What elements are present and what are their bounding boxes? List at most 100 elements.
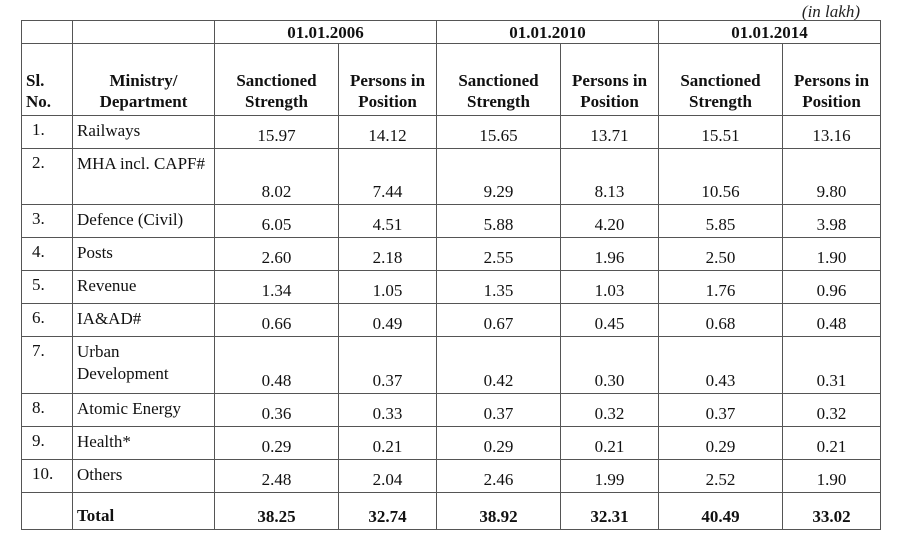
row-serial: 5. xyxy=(21,270,73,305)
row-ministry: Atomic Energy xyxy=(72,392,215,427)
row-serial: 9. xyxy=(21,425,73,460)
row-value: 0.68 xyxy=(658,303,783,338)
row-serial: 7. xyxy=(21,336,73,394)
row-value: 0.37 xyxy=(436,392,561,427)
row-value: 0.37 xyxy=(658,392,783,427)
table-row: 7. Urban Development 0.48 0.37 0.42 0.30 0.43 0… xyxy=(21,336,881,394)
total-label: Total xyxy=(72,491,215,531)
header-blank-ministry xyxy=(72,20,215,44)
row-value: 8.02 xyxy=(214,147,339,206)
row-value: 1.96 xyxy=(560,237,659,272)
row-value: 0.33 xyxy=(338,392,437,427)
total-value: 32.74 xyxy=(338,491,437,531)
row-value: 0.31 xyxy=(782,336,881,394)
row-value: 1.34 xyxy=(214,270,339,305)
header-sl-no: Sl. No. xyxy=(21,43,73,116)
header-persons-2006: Persons in Position xyxy=(338,43,437,116)
row-ministry: Health* xyxy=(72,425,215,460)
row-value: 6.05 xyxy=(214,204,339,239)
row-value: 2.46 xyxy=(436,458,561,493)
row-value: 0.32 xyxy=(782,392,881,427)
row-value: 2.04 xyxy=(338,458,437,493)
row-value: 0.32 xyxy=(560,392,659,427)
total-value: 38.92 xyxy=(436,491,561,531)
row-value: 0.29 xyxy=(214,425,339,460)
row-value: 2.60 xyxy=(214,237,339,272)
row-ministry: Others xyxy=(72,458,215,493)
row-serial: 4. xyxy=(21,237,73,272)
row-value: 0.45 xyxy=(560,303,659,338)
table-row: 8. Atomic Energy 0.36 0.33 0.37 0.32 0.37 0.32 xyxy=(21,392,881,427)
row-value: 1.35 xyxy=(436,270,561,305)
cropped-title-fragment xyxy=(330,0,530,4)
row-value: 0.21 xyxy=(560,425,659,460)
header-persons-2010: Persons in Position xyxy=(560,43,659,116)
header-sanctioned-2010: Sanctioned Strength xyxy=(436,43,561,116)
row-value: 2.50 xyxy=(658,237,783,272)
header-persons-2014: Persons in Position xyxy=(782,43,881,116)
row-value: 1.05 xyxy=(338,270,437,305)
row-value: 0.49 xyxy=(338,303,437,338)
row-ministry: Posts xyxy=(72,237,215,272)
row-value: 2.52 xyxy=(658,458,783,493)
row-ministry: Defence (Civil) xyxy=(72,204,215,239)
row-value: 0.29 xyxy=(658,425,783,460)
row-value: 10.56 xyxy=(658,147,783,206)
row-value: 0.21 xyxy=(782,425,881,460)
header-date-2014: 01.01.2014 xyxy=(658,20,881,44)
row-value: 0.30 xyxy=(560,336,659,394)
row-value: 15.65 xyxy=(436,115,561,149)
row-value: 0.21 xyxy=(338,425,437,460)
total-row: Total 38.25 32.74 38.92 32.31 40.49 33.02 xyxy=(21,491,881,531)
row-value: 0.96 xyxy=(782,270,881,305)
header-group-row: 01.01.2006 01.01.2010 01.01.2014 xyxy=(21,20,881,44)
header-sanctioned-2014: Sanctioned Strength xyxy=(658,43,783,116)
row-value: 13.16 xyxy=(782,115,881,149)
row-value: 0.48 xyxy=(782,303,881,338)
row-serial: 8. xyxy=(21,392,73,427)
row-value: 0.43 xyxy=(658,336,783,394)
table-row: 6. IA&AD# 0.66 0.49 0.67 0.45 0.68 0.48 xyxy=(21,303,881,338)
header-column-row: Sl. No. Ministry/ Department Sanctioned … xyxy=(21,43,881,116)
row-serial: 1. xyxy=(21,115,73,149)
row-value: 1.90 xyxy=(782,237,881,272)
row-value: 1.03 xyxy=(560,270,659,305)
row-value: 13.71 xyxy=(560,115,659,149)
row-serial: 6. xyxy=(21,303,73,338)
row-value: 7.44 xyxy=(338,147,437,206)
header-sanctioned-2006: Sanctioned Strength xyxy=(214,43,339,116)
row-value: 8.13 xyxy=(560,147,659,206)
row-value: 1.99 xyxy=(560,458,659,493)
row-value: 1.76 xyxy=(658,270,783,305)
staff-strength-table: 01.01.2006 01.01.2010 01.01.2014 Sl. No.… xyxy=(21,20,881,531)
row-value: 0.66 xyxy=(214,303,339,338)
row-value: 15.51 xyxy=(658,115,783,149)
header-date-2010: 01.01.2010 xyxy=(436,20,659,44)
total-value: 40.49 xyxy=(658,491,783,531)
table-row: 2. MHA incl. CAPF# 8.02 7.44 9.29 8.13 10.56 9.… xyxy=(21,147,881,206)
table-row: 5. Revenue 1.34 1.05 1.35 1.03 1.76 0.96 xyxy=(21,270,881,305)
row-value: 0.67 xyxy=(436,303,561,338)
row-ministry: Revenue xyxy=(72,270,215,305)
row-value: 0.36 xyxy=(214,392,339,427)
header-blank-sl xyxy=(21,20,73,44)
row-value: 3.98 xyxy=(782,204,881,239)
table-body: 1. Railways 15.97 14.12 15.65 13.71 15.51 13.16… xyxy=(21,115,881,531)
table-row: 3. Defence (Civil) 6.05 4.51 5.88 4.20 5.85 3.9… xyxy=(21,204,881,239)
table-row: 1. Railways 15.97 14.12 15.65 13.71 15.51 13.16 xyxy=(21,115,881,149)
total-value: 38.25 xyxy=(214,491,339,531)
row-value: 4.51 xyxy=(338,204,437,239)
row-serial: 3. xyxy=(21,204,73,239)
row-value: 0.29 xyxy=(436,425,561,460)
row-ministry: Urban Development xyxy=(72,336,215,394)
header-date-2006: 01.01.2006 xyxy=(214,20,437,44)
row-ministry: Railways xyxy=(72,115,215,149)
table-row: 10. Others 2.48 2.04 2.46 1.99 2.52 1.90 xyxy=(21,458,881,493)
row-value: 4.20 xyxy=(560,204,659,239)
row-value: 0.42 xyxy=(436,336,561,394)
total-value: 33.02 xyxy=(782,491,881,531)
row-ministry: IA&AD# xyxy=(72,303,215,338)
row-serial: 10. xyxy=(21,458,73,493)
table-row: 4. Posts 2.60 2.18 2.55 1.96 2.50 1.90 xyxy=(21,237,881,272)
row-value: 5.85 xyxy=(658,204,783,239)
